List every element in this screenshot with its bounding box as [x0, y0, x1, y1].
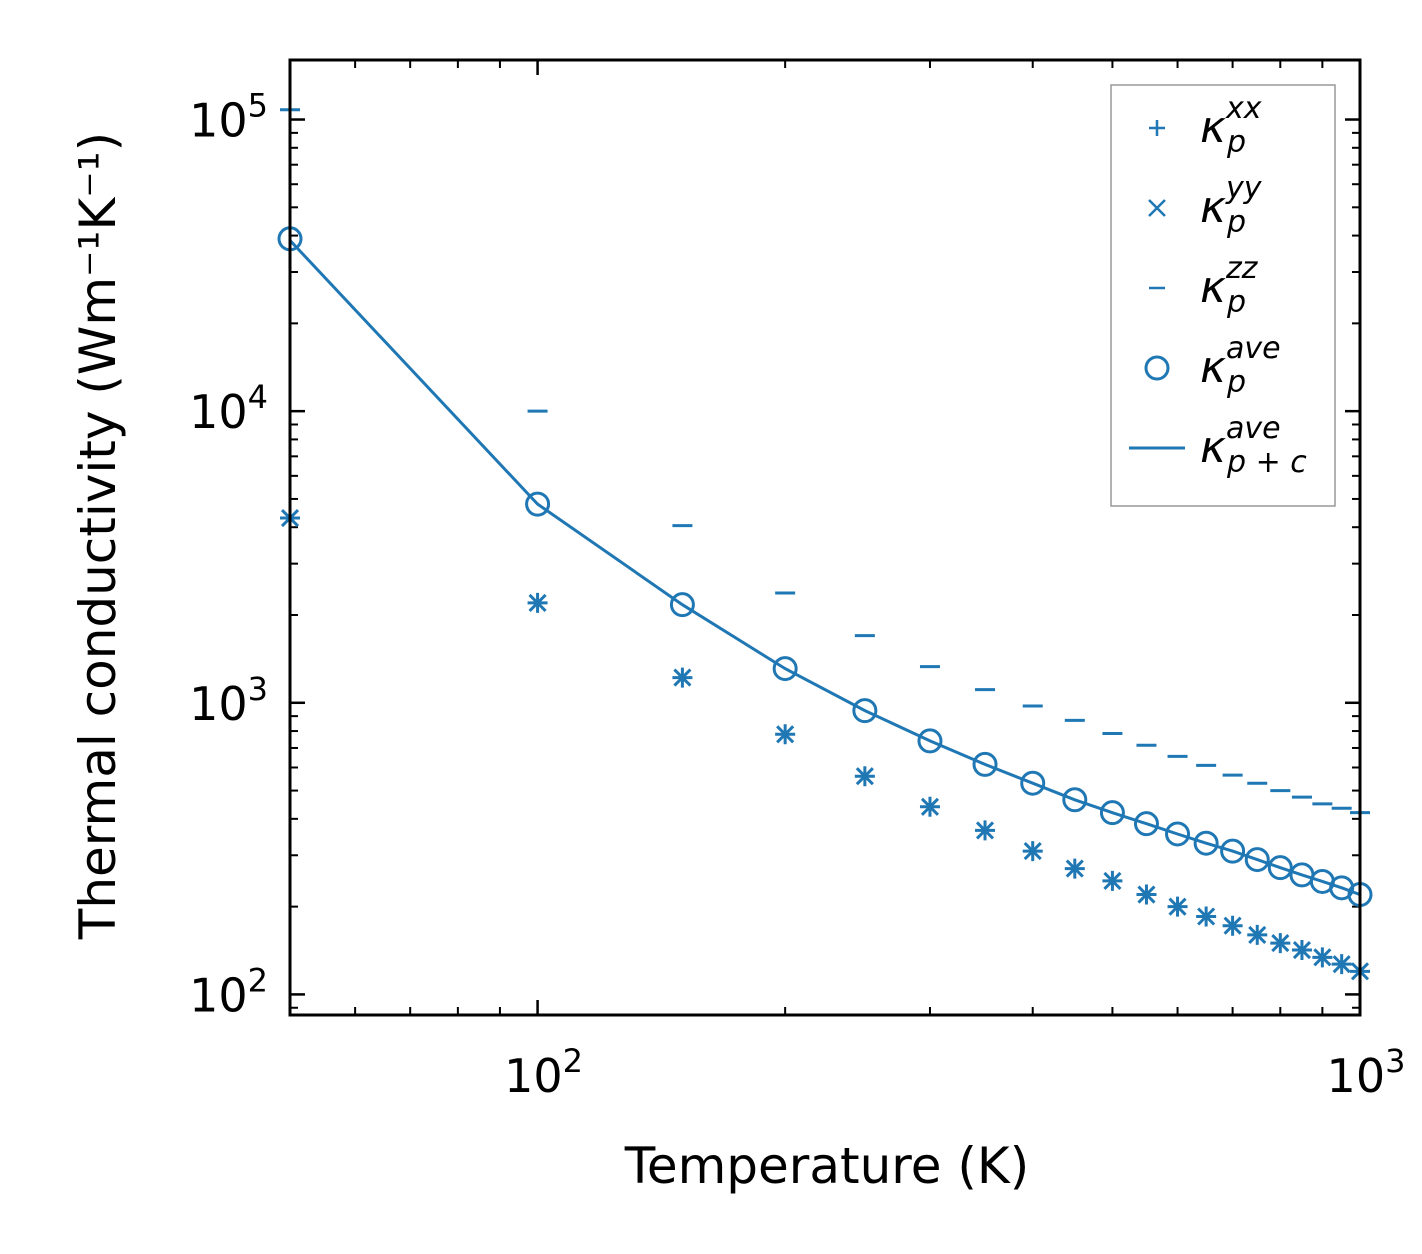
series-line: [288, 239, 1361, 897]
y-tick-label: 103: [189, 670, 268, 731]
series-line: [288, 239, 1361, 897]
x-marker: [673, 668, 692, 687]
x-marker: [975, 821, 995, 840]
x-marker: [855, 767, 874, 786]
legend-entry-label: κave p: [1200, 331, 1281, 400]
circle-marker: [1220, 838, 1246, 864]
series-x: [280, 508, 1370, 981]
circle-marker: [852, 698, 878, 724]
x-marker: [1292, 940, 1312, 960]
circle-marker: [1165, 821, 1191, 847]
legend-entry-label: κzz p: [1200, 251, 1259, 320]
x-tick-label: 102: [504, 1042, 583, 1103]
legend-box: [1110, 84, 1336, 507]
series-plus: [280, 508, 1370, 982]
plot-content: [277, 108, 1373, 982]
y-tick-label: 104: [189, 378, 268, 439]
legend-entry-label: κave p + c: [1200, 411, 1307, 480]
y-tick-label: 105: [189, 87, 268, 148]
legend: κxx p κyy p κzz p κave p κave p + c: [1110, 84, 1336, 507]
legend-entry-label: κyy p: [1200, 171, 1263, 240]
x-marker: [1248, 925, 1267, 944]
plot-frame: [288, 58, 1362, 1017]
circle-marker: [772, 656, 798, 682]
x-marker: [1271, 934, 1290, 953]
legend-entry-label: κxx p: [1200, 91, 1262, 160]
circle-marker: [1020, 770, 1046, 796]
x-marker: [920, 797, 940, 816]
x-marker: [1313, 948, 1332, 967]
circle-marker: [1193, 830, 1219, 856]
circle-marker: [1267, 855, 1293, 881]
x-axis-label: Temperature (K): [624, 1137, 1029, 1195]
legend-x-marker: [1148, 199, 1166, 217]
circle-marker: [972, 751, 998, 777]
y-tick-label: 102: [189, 961, 268, 1022]
circle-marker: [1062, 787, 1088, 813]
x-marker: [1332, 955, 1351, 974]
circle-marker: [669, 592, 695, 618]
x-marker: [1197, 907, 1216, 926]
x-marker: [1137, 885, 1156, 904]
circle-marker: [917, 728, 943, 754]
x-marker: [1023, 842, 1042, 861]
x-marker: [528, 593, 547, 612]
x-marker: [1223, 916, 1242, 935]
legend-circle-marker: [1144, 355, 1170, 381]
x-marker: [1103, 871, 1122, 890]
x-marker: [1065, 859, 1084, 878]
tick-labels: 102 103 102 103 104 105: [189, 87, 1405, 1103]
y-axis-label: Thermal conductivity (Wm⁻¹K⁻¹): [69, 132, 127, 940]
x-marker: [776, 725, 795, 744]
x-marker: [1168, 897, 1187, 916]
circle-marker: [525, 491, 551, 517]
circle-marker: [1133, 811, 1159, 837]
x-tick-label: 103: [1327, 1042, 1406, 1103]
legend-plus-marker: [1149, 120, 1165, 136]
circle-marker: [1244, 847, 1270, 873]
circle-marker: [1099, 800, 1125, 826]
